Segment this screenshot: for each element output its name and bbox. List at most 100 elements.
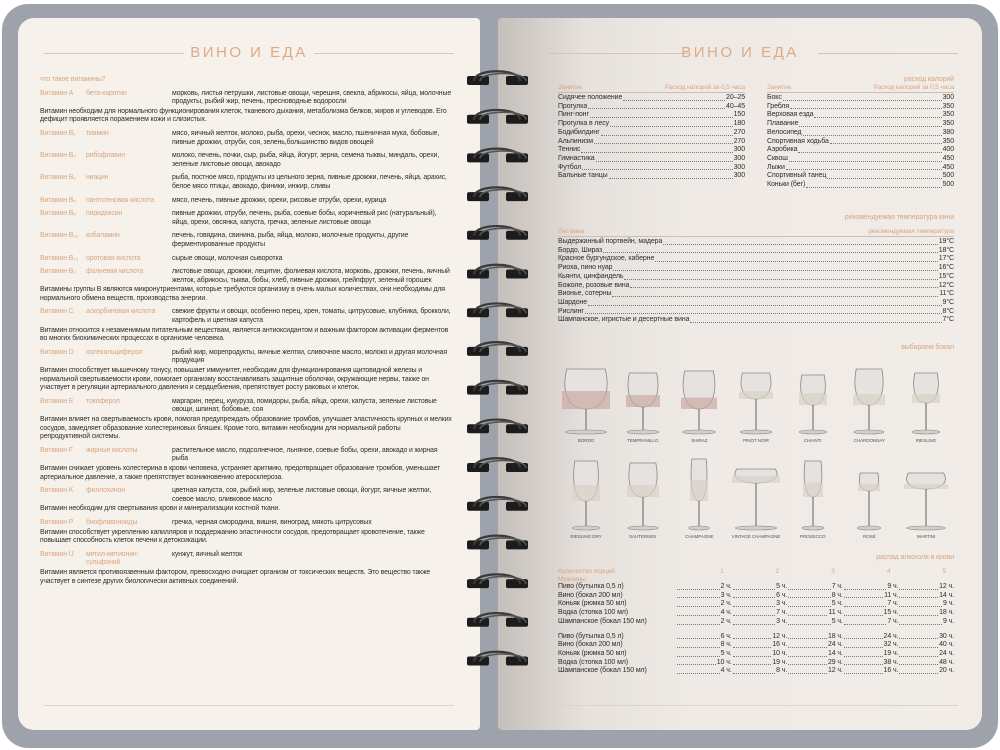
title-rule [548,53,688,54]
vitamin-subname: метил-метионин-сульфоний [86,550,139,567]
wine-type: Выдержанный портвейн, мадера [558,238,663,245]
activity: Гимнастика [558,154,595,162]
calories-row: Прогулка в лесу 180 [558,120,745,129]
vitamin-sources: морковь, листья петрушки, листовые овощи… [172,89,452,106]
leader-dots [843,667,883,675]
leader-dots [843,609,883,616]
hours-cell: 24 ч. [898,650,954,659]
leader-dots [799,120,942,127]
hours-cell: 30 ч. [898,633,954,642]
hours-cell: 40 ч. [898,641,954,650]
temperature-row: Шампанское, игристые и десертные вина 7°C [558,316,954,325]
vitamin-subname: фолиевая кислота [86,268,144,276]
glass: PROSECCO [785,449,841,539]
glass-wine [625,395,660,407]
glass-base [853,429,885,435]
ring-wire [472,186,522,198]
vitamin-row: Витамин B₃ ниацин рыба, постное мясо, прод… [40,174,452,191]
vitamin-sources: рыбий жир, морепродукты, яичные желтки, … [172,348,447,365]
hours-cell: 16 ч. [732,641,787,650]
temperature-row: Божоле, розовые вина 12°C [558,282,954,291]
glass-wine [690,480,709,501]
leader-dots [677,600,720,608]
vitamin-description: Витамин влияет на свертываемость крови, … [40,416,452,441]
ring-wire [472,263,522,275]
vitamin-row: Витамин F жирные кислоты растительное масл… [40,447,452,464]
glass-icon [571,460,601,531]
hours: 38 ч. [883,658,899,666]
calories-value: 300 [733,154,745,162]
leader-dots [677,609,720,616]
leader-dots [732,600,776,608]
activity: Бальные танцы [558,172,608,180]
temperature-row: Бордо, Шираз 18°C [558,247,954,256]
vitamin-name: Витамин F [40,446,73,454]
vitamin-row: Витамин B₉ фолиевая кислота листовые овощи… [40,268,452,285]
ring-wire [472,495,522,508]
leader-dots [899,609,939,616]
wine-type: Кьянти, цинфандель [558,272,624,280]
leader-dots [788,609,828,616]
hours: 40 ч. [939,641,954,649]
vitamin-subname: бета-каротин [86,89,127,97]
calories-value: 350 [942,102,954,110]
leader-dots [788,667,827,675]
vitamin-name: Витамин B₁₃ [40,254,79,262]
leader-dots [732,667,776,675]
glass: ROSÉ [841,449,897,539]
drink: Коньяк (рюмка 50 мл) [558,600,627,608]
glass-base [906,525,946,531]
leader-dots [788,155,942,162]
vitamin-description: Витамин необходим для нормального функци… [40,107,447,124]
wine-type: Шардоне [558,298,588,306]
glass-base [734,525,778,531]
vitamin-name: Витамин B₂ [40,152,76,160]
calories-row: Спортивная ходьба 350 [767,138,954,147]
vitamin-subname: жирные кислоты [86,446,138,454]
hours: 7 ч. [831,583,843,590]
glass-wine [626,485,659,497]
hours: 5 ч. [720,649,732,657]
leader-dots [827,172,942,180]
hours: 18 ч. [827,632,843,640]
ring-hole [467,346,489,356]
leader-dots [623,94,726,101]
leader-dots [899,667,939,675]
ring-wire [472,418,522,430]
glass-wine [798,393,827,405]
leader-dots [600,129,733,136]
temperature-row: Рислинг 8°C [558,308,954,317]
calories-row: Теннис 300 [558,146,745,155]
column-header: Расход калорий за 0,5 часа [664,84,745,91]
hours-cell: 6 ч. [732,592,787,601]
hours-cell: 15 ч. [843,609,898,618]
glass: CHARDONNAY [841,353,897,443]
ring-hole [506,269,528,279]
ring-wire [479,266,527,275]
glass-label: RIESLING [915,438,937,443]
ring-hole [506,76,528,85]
hours: 18 ч. [939,609,954,617]
glass: CHIANTI [785,353,841,443]
glass: RIESLING [898,353,954,443]
hours: 11 ч. [828,609,843,617]
vitamin-name: Витамин B₁₂ [40,232,78,240]
leader-dots [843,633,883,640]
leader-dots [594,138,733,145]
hours-cell: 38 ч. [843,658,899,668]
glass-icon [911,372,941,435]
ring-wire [479,227,527,237]
vitamin-subname: кобаламин [86,232,120,240]
vitamin-description: Витамины группы B являются микронутриент… [40,286,445,302]
glass-base [801,525,824,531]
leader-dots [595,155,733,162]
glass-wine [738,391,773,399]
ring-hole [506,463,528,472]
drink: Вино (бокал 200 мл) [558,591,623,599]
ring-wire [479,343,527,353]
ring-hole [467,424,489,434]
alcohol-row: Вино (бокал 200 мл) 3 ч. 6 ч. 8 ч. 11 ч. 14 ч… [558,592,954,601]
hours: 3 ч. [776,600,788,608]
ring-hole [506,114,528,124]
glass-label: SAUTERNES [629,534,657,539]
